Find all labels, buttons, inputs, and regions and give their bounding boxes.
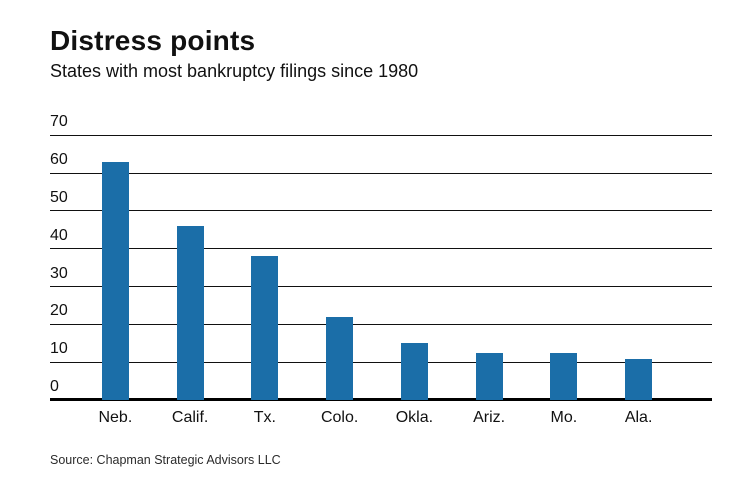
bar-slot [78, 135, 153, 401]
x-tick-label: Okla. [395, 409, 434, 427]
gridline [50, 134, 712, 136]
x-tick-label: Ariz. [473, 409, 506, 427]
y-tick-label: 70 [50, 113, 68, 131]
bar-slot [153, 135, 228, 401]
bar-slot [377, 135, 452, 401]
chart-subtitle: States with most bankruptcy filings sinc… [50, 61, 419, 82]
x-tick-label: Calif. [171, 409, 209, 427]
bar-slot [601, 135, 676, 401]
plot-area: 0 10 20 30 40 50 60 70 [50, 114, 712, 402]
bar-slot [228, 135, 303, 401]
y-tick-label: 60 [50, 151, 68, 169]
y-tick-label: 50 [50, 188, 68, 206]
bar-calif [176, 226, 204, 401]
x-tick-label: Tx. [253, 409, 276, 427]
bars-layer [50, 135, 712, 401]
gridline [50, 361, 712, 363]
bar-slot [302, 135, 377, 401]
bar-slot [527, 135, 602, 401]
bar-ala [625, 358, 653, 401]
x-axis-labels: Neb. Calif. Tx. Colo. Okla. Ariz. Mo. Ala. [50, 409, 712, 427]
gridline [50, 172, 712, 174]
gridline [50, 286, 712, 288]
bar-slot [452, 135, 527, 401]
x-tick-label: Ala. [624, 409, 653, 427]
gridline [50, 323, 712, 325]
bar-mo [550, 352, 578, 401]
y-tick-label: 0 [50, 378, 59, 396]
gridline [50, 248, 712, 250]
x-tick-label: Colo. [320, 409, 359, 427]
x-tick-label: Mo. [550, 409, 578, 427]
gridline [50, 210, 712, 212]
bar-okla [400, 343, 428, 401]
bar-neb [101, 161, 129, 401]
y-tick-label: 40 [50, 226, 68, 244]
y-tick-label: 10 [50, 340, 68, 358]
y-tick-label: 30 [50, 264, 68, 282]
bar-ariz [475, 352, 503, 401]
y-tick-label: 20 [50, 302, 68, 320]
bar-chart: 0 10 20 30 40 50 60 70 Neb. Calif. Tx. Colo. Okla. A… [50, 114, 712, 427]
bar-tx [251, 256, 279, 401]
chart-title: Distress points [50, 25, 256, 56]
x-axis-line [50, 398, 712, 402]
bar-colo [326, 316, 354, 401]
source-note: Source: Chapman Strategic Advisors LLC [50, 453, 281, 468]
x-tick-label: Neb. [98, 409, 133, 427]
